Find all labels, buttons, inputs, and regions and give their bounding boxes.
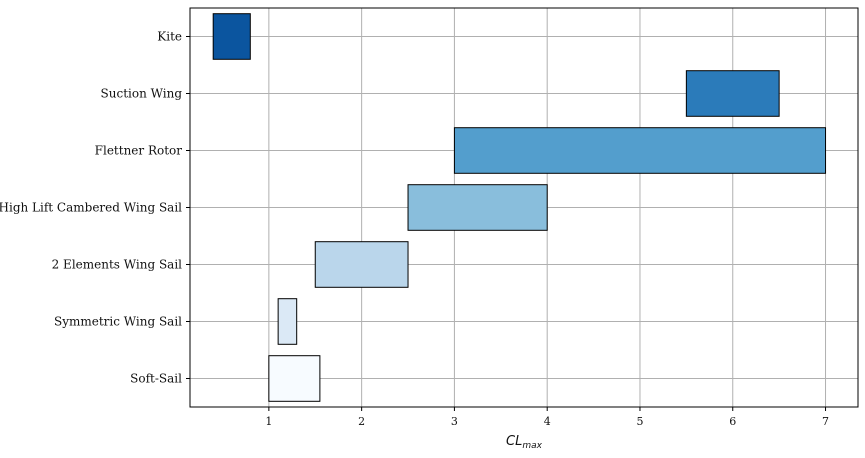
x-tick-label-4: 4 [544, 415, 551, 428]
bar-kite [212, 13, 251, 60]
bar-soft-sail [268, 355, 321, 402]
bars [212, 13, 827, 402]
bar-flettner-rotor [453, 127, 827, 174]
category-label-2: Suction Wing [101, 87, 183, 101]
labels: 1 2 3 4 5 6 7 Kite Suction Wing Flettner Rotor Hig… [0, 30, 829, 429]
x-axis-title-main: CL [506, 434, 522, 449]
x-tick-label-3: 3 [451, 415, 458, 428]
x-tick-label-6: 6 [729, 415, 736, 428]
ticks [186, 36, 827, 411]
category-label-6: Symmetric Wing Sail [54, 315, 182, 329]
x-axis-title: CLmax [506, 434, 543, 451]
category-label-5: 2 Elements Wing Sail [52, 258, 183, 272]
category-label-7: Soft-Sail [130, 372, 182, 386]
category-label-1: Kite [157, 30, 182, 44]
x-tick-label-2: 2 [358, 415, 365, 428]
x-axis-title-subscript: max [522, 441, 542, 451]
x-tick-label-1: 1 [265, 415, 272, 428]
x-tick-label-5: 5 [636, 415, 643, 428]
category-label-4: High Lift Cambered Wing Sail [0, 201, 182, 215]
bar-symmetric-wing-sail [277, 298, 298, 345]
bar-high-lift-cambered-wing-sail [407, 184, 548, 231]
bar-2-elements-wing-sail [314, 241, 409, 288]
x-tick-label-7: 7 [822, 415, 829, 428]
bar-suction-wing [685, 70, 780, 117]
category-label-3: Flettner Rotor [95, 144, 183, 158]
